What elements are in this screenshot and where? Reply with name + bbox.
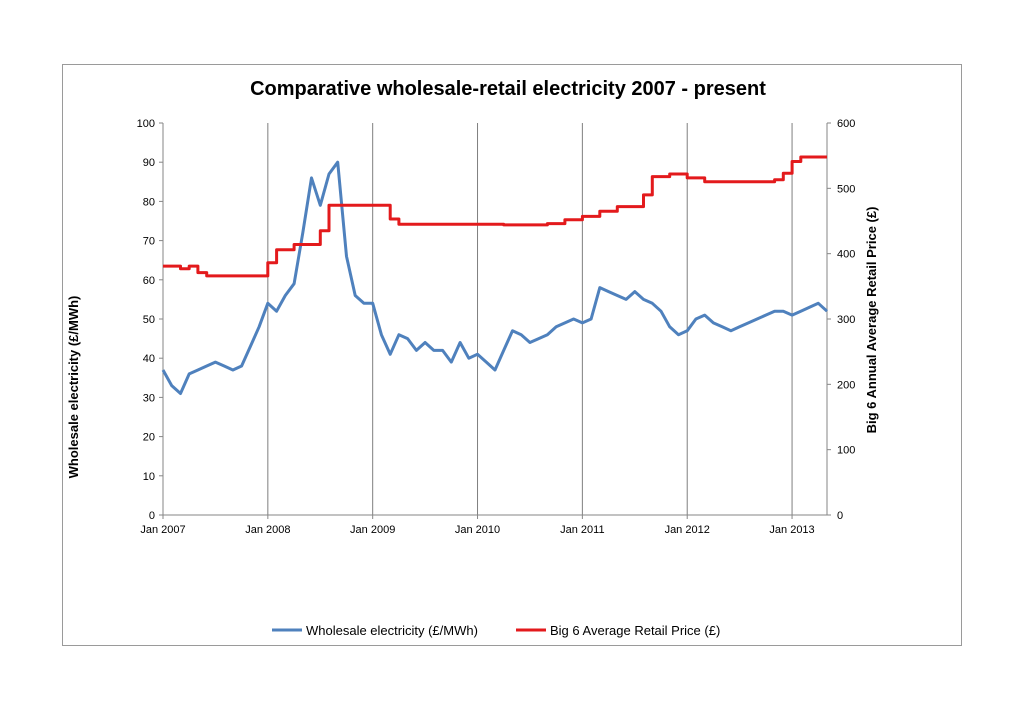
left-axis-tick-label: 90 bbox=[143, 157, 155, 169]
x-axis-tick-label: Jan 2008 bbox=[245, 524, 290, 536]
right-axis-tick-label: 100 bbox=[837, 445, 855, 457]
series-line-wholesale bbox=[161, 160, 829, 395]
left-axis-tick-label: 0 bbox=[149, 510, 155, 522]
series-layer bbox=[161, 155, 829, 395]
right-axis-title: Big 6 Annual Average Retail Price (£) bbox=[864, 207, 879, 434]
x-axis-tick-label: Jan 2011 bbox=[560, 524, 604, 536]
legend-label-wholesale: Wholesale electricity (£/MWh) bbox=[306, 623, 478, 638]
series-line-retail bbox=[163, 155, 827, 278]
chart-title: Comparative wholesale-retail electricity… bbox=[250, 78, 766, 100]
left-axis-tick-label: 10 bbox=[143, 471, 155, 483]
legend: Wholesale electricity (£/MWh) Big 6 Aver… bbox=[272, 623, 720, 638]
left-axis-tick-label: 80 bbox=[143, 196, 155, 208]
right-axis-tick-label: 0 bbox=[837, 510, 843, 522]
right-axis-tick-label: 600 bbox=[837, 118, 855, 130]
left-axis-tick-label: 30 bbox=[143, 392, 155, 404]
left-axis-tick-label: 50 bbox=[143, 314, 155, 326]
grid-layer bbox=[267, 123, 793, 515]
left-axis-tick-label: 20 bbox=[143, 432, 155, 444]
right-axis-tick-label: 400 bbox=[837, 249, 855, 261]
left-axis-tick-label: 60 bbox=[143, 275, 155, 287]
right-axis-tick-label: 500 bbox=[837, 183, 855, 195]
x-axis-tick-label: Jan 2013 bbox=[769, 524, 814, 536]
x-axis-tick-label: Jan 2010 bbox=[455, 524, 500, 536]
right-axis-tick-label: 200 bbox=[837, 379, 855, 391]
x-axis-tick-label: Jan 2009 bbox=[350, 524, 395, 536]
axis-layer: 0 10 20 30 40 50 60 70 80 90 100 0 100 200 300 400 500 60… bbox=[137, 118, 856, 536]
left-axis-tick-label: 100 bbox=[137, 118, 155, 130]
right-axis-tick-label: 300 bbox=[837, 314, 855, 326]
x-axis-tick-label: Jan 2007 bbox=[140, 524, 185, 536]
x-axis-tick-label: Jan 2012 bbox=[665, 524, 710, 536]
left-axis-tick-label: 70 bbox=[143, 236, 155, 248]
left-axis-tick-label: 40 bbox=[143, 353, 155, 365]
left-axis-title: Wholesale electricity (£/MWh) bbox=[66, 296, 81, 479]
chart-frame bbox=[62, 64, 962, 646]
legend-label-retail: Big 6 Average Retail Price (£) bbox=[550, 623, 720, 638]
